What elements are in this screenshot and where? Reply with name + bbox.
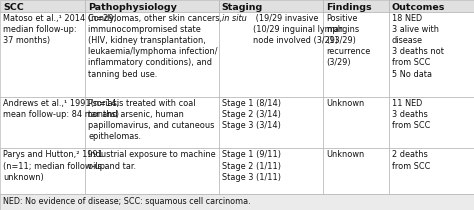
Text: Unknown: Unknown [326, 99, 365, 108]
Bar [389, 0, 474, 12]
Text: Psoriasis treated with coal
tar and arsenic, human
papillomavirus, and cutaneous: Psoriasis treated with coal tar and arse… [88, 99, 215, 141]
Bar [323, 148, 389, 194]
Text: Staging: Staging [222, 3, 263, 12]
Bar [85, 148, 219, 194]
Text: Matoso et al.,¹ 2014 (n=29;
median follow-up:
37 months): Matoso et al.,¹ 2014 (n=29; median follo… [3, 14, 116, 45]
Text: Stage 1 (9/11)
Stage 2 (1/11)
Stage 3 (1/11): Stage 1 (9/11) Stage 2 (1/11) Stage 3 (1… [222, 151, 281, 182]
Bar [323, 0, 389, 12]
Bar [85, 97, 219, 148]
Text: SCC: SCC [3, 3, 24, 12]
Text: Condylomas, other skin cancers,
immunocompromised state
(HIV, kidney transplanta: Condylomas, other skin cancers, immunoco… [88, 14, 222, 79]
Bar [219, 12, 323, 97]
Text: NED: No evidence of disease; SCC: squamous cell carcinoma.: NED: No evidence of disease; SCC: squamo… [3, 197, 251, 206]
Text: Unknown: Unknown [326, 151, 365, 159]
Bar [0, 12, 85, 97]
Text: 2 deaths
from SCC: 2 deaths from SCC [392, 151, 430, 171]
Bar [85, 0, 219, 12]
Text: Andrews et al.,¹ 1991(n=14;
mean follow-up: 84 months): Andrews et al.,¹ 1991(n=14; mean follow-… [3, 99, 119, 119]
Bar [323, 12, 389, 97]
Bar [389, 97, 474, 148]
Bar [85, 12, 219, 97]
Text: Pathophysiology: Pathophysiology [88, 3, 177, 12]
Text: 11 NED
3 deaths
from SCC: 11 NED 3 deaths from SCC [392, 99, 430, 130]
Bar [0, 148, 85, 194]
Text: Stage 1 (8/14)
Stage 2 (3/14)
Stage 3 (3/14): Stage 1 (8/14) Stage 2 (3/14) Stage 3 (3… [222, 99, 281, 130]
Text: 18 NED
3 alive with
disease
3 deaths not
from SCC
5 No data: 18 NED 3 alive with disease 3 deaths not… [392, 14, 444, 79]
Text: Outcomes: Outcomes [392, 3, 445, 12]
Bar [219, 97, 323, 148]
Bar [389, 148, 474, 194]
Text: Parys and Hutton,² 1991
(n=11; median follow-up:
unknown): Parys and Hutton,² 1991 (n=11; median fo… [3, 151, 108, 182]
Bar [389, 12, 474, 97]
Bar [0, 0, 85, 12]
Text: in situ: in situ [222, 14, 246, 23]
Text: (19/29 invasive
(10/29 inguinal lymph
node involved (3/29): (19/29 invasive (10/29 inguinal lymph no… [253, 14, 343, 45]
Bar [219, 148, 323, 194]
Bar [0, 97, 85, 148]
Bar [323, 97, 389, 148]
Text: Positive
margins
(13/29)
recurrence
(3/29): Positive margins (13/29) recurrence (3/2… [326, 14, 370, 67]
Text: Findings: Findings [326, 3, 372, 12]
Text: Industrial exposure to machine
oils and tar.: Industrial exposure to machine oils and … [88, 151, 216, 171]
Bar [0, 194, 474, 210]
Bar [219, 0, 323, 12]
